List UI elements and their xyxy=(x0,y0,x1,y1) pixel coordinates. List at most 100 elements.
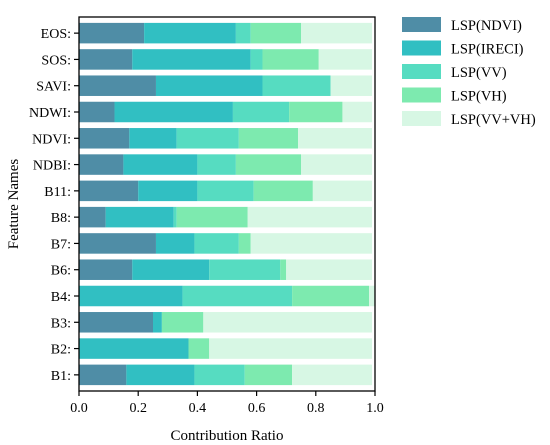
bar-segment xyxy=(79,364,127,386)
y-tick-label: B1: xyxy=(51,369,71,384)
x-tick-label: 0.0 xyxy=(70,401,88,416)
legend-label: LSP(VV+VH) xyxy=(451,112,536,128)
legend-label: LSP(VH) xyxy=(451,89,507,105)
bar-segment xyxy=(232,101,290,123)
bar-segment xyxy=(155,75,263,96)
x-tick-label: 0.2 xyxy=(129,401,147,416)
bar-segment xyxy=(330,75,373,96)
bar-segment xyxy=(312,180,373,202)
bar-segment xyxy=(197,180,254,202)
bar-segment xyxy=(155,233,195,254)
y-tick-label: B8: xyxy=(51,211,71,226)
bar-segment xyxy=(292,364,373,386)
bar-segment xyxy=(253,180,313,202)
y-tick-label: SOS: xyxy=(41,53,71,68)
y-tick-label: SAVI: xyxy=(36,80,71,95)
bar-segment xyxy=(126,364,195,386)
bar-segment xyxy=(298,128,373,149)
bar-segment xyxy=(79,206,106,228)
y-tick-label: B3: xyxy=(51,316,71,331)
y-tick-label: NDWI: xyxy=(29,106,71,121)
y-tick-label: B7: xyxy=(51,237,71,252)
legend-swatch xyxy=(402,111,441,126)
bar-segment xyxy=(188,338,210,359)
bar-segment xyxy=(292,285,370,307)
x-tick-label: 0.4 xyxy=(189,401,207,416)
bar-segment xyxy=(79,49,133,70)
legend-swatch xyxy=(402,64,441,79)
bar-segment xyxy=(79,22,145,44)
bar-segment xyxy=(238,128,299,149)
x-tick-label: 0.6 xyxy=(248,401,266,416)
y-tick-label: B6: xyxy=(51,264,71,279)
bar-segment xyxy=(79,180,139,202)
bar-segment xyxy=(342,101,373,123)
x-axis: 0.0 0.2 0.4 0.6 0.8 1.0 xyxy=(70,391,384,416)
bar-segment xyxy=(250,233,373,254)
legend-swatch xyxy=(402,17,441,32)
bar-segment xyxy=(194,364,245,386)
bar-segment xyxy=(197,154,236,175)
bar-segment xyxy=(369,285,375,307)
bar-segment xyxy=(114,101,233,123)
plot-frame xyxy=(78,16,376,392)
bar-segment xyxy=(286,259,373,280)
bar-segment xyxy=(203,312,373,333)
bar-segment xyxy=(79,75,156,96)
bar-segment xyxy=(176,206,248,228)
bar-segment xyxy=(79,233,156,254)
bar-segment xyxy=(129,128,177,149)
bar-segment xyxy=(176,128,239,149)
bar-segment xyxy=(138,180,198,202)
bar-segment xyxy=(79,312,153,333)
bar-segment xyxy=(79,128,130,149)
bar-segment xyxy=(209,338,373,359)
y-tick-label: NDVI: xyxy=(32,132,71,147)
y-axis-title: Feature Names xyxy=(6,159,22,250)
bar-segment xyxy=(194,233,239,254)
bar-segment xyxy=(173,206,177,228)
bar-segment xyxy=(79,154,124,175)
bar-segment xyxy=(79,259,133,280)
x-tick-label: 1.0 xyxy=(366,401,384,416)
bar-segment xyxy=(289,101,343,123)
bar-segment xyxy=(132,49,251,70)
bar-segment xyxy=(79,285,183,307)
legend-swatch xyxy=(402,87,441,103)
bar-segment xyxy=(280,259,287,280)
y-tick-label: NDBI: xyxy=(33,159,71,174)
bar-segment xyxy=(238,233,251,254)
bar-segment xyxy=(301,154,373,175)
legend-label: LSP(NDVI) xyxy=(451,18,522,34)
bar-segment xyxy=(123,154,198,175)
y-tick-label: B2: xyxy=(51,343,71,358)
bar-segment xyxy=(262,49,319,70)
x-tick-label: 0.8 xyxy=(307,401,325,416)
bar-segment xyxy=(79,338,189,359)
bar-segment xyxy=(235,154,301,175)
bar-segment xyxy=(79,101,115,123)
legend: LSP(NDVI) LSP(IRECI) LSP(VV) LSP(VH) LSP(VV+… xyxy=(402,17,536,128)
bar-segment xyxy=(105,206,174,228)
bar-segment xyxy=(244,364,293,386)
bar-segment xyxy=(209,259,281,280)
bar-segment xyxy=(235,22,251,44)
bar-segment xyxy=(247,206,373,228)
bar-segment xyxy=(182,285,293,307)
bar-segment xyxy=(161,312,204,333)
y-axis: EOS: SOS: SAVI: NDWI: NDVI: NDBI: B11: B8: B7: B6… xyxy=(29,27,79,384)
y-tick-label: B11: xyxy=(44,185,71,200)
legend-label: LSP(VV) xyxy=(451,65,507,81)
bar-segment xyxy=(262,75,331,96)
bar-segment xyxy=(318,49,373,70)
y-tick-label: B4: xyxy=(51,290,71,305)
bar-segment xyxy=(301,22,373,44)
legend-swatch xyxy=(402,40,441,56)
y-tick-label: EOS: xyxy=(41,27,71,42)
bars-layer xyxy=(79,22,375,386)
x-axis-title: Contribution Ratio xyxy=(171,428,284,444)
bar-segment xyxy=(153,312,162,333)
bar-segment xyxy=(144,22,236,44)
bar-segment xyxy=(132,259,210,280)
